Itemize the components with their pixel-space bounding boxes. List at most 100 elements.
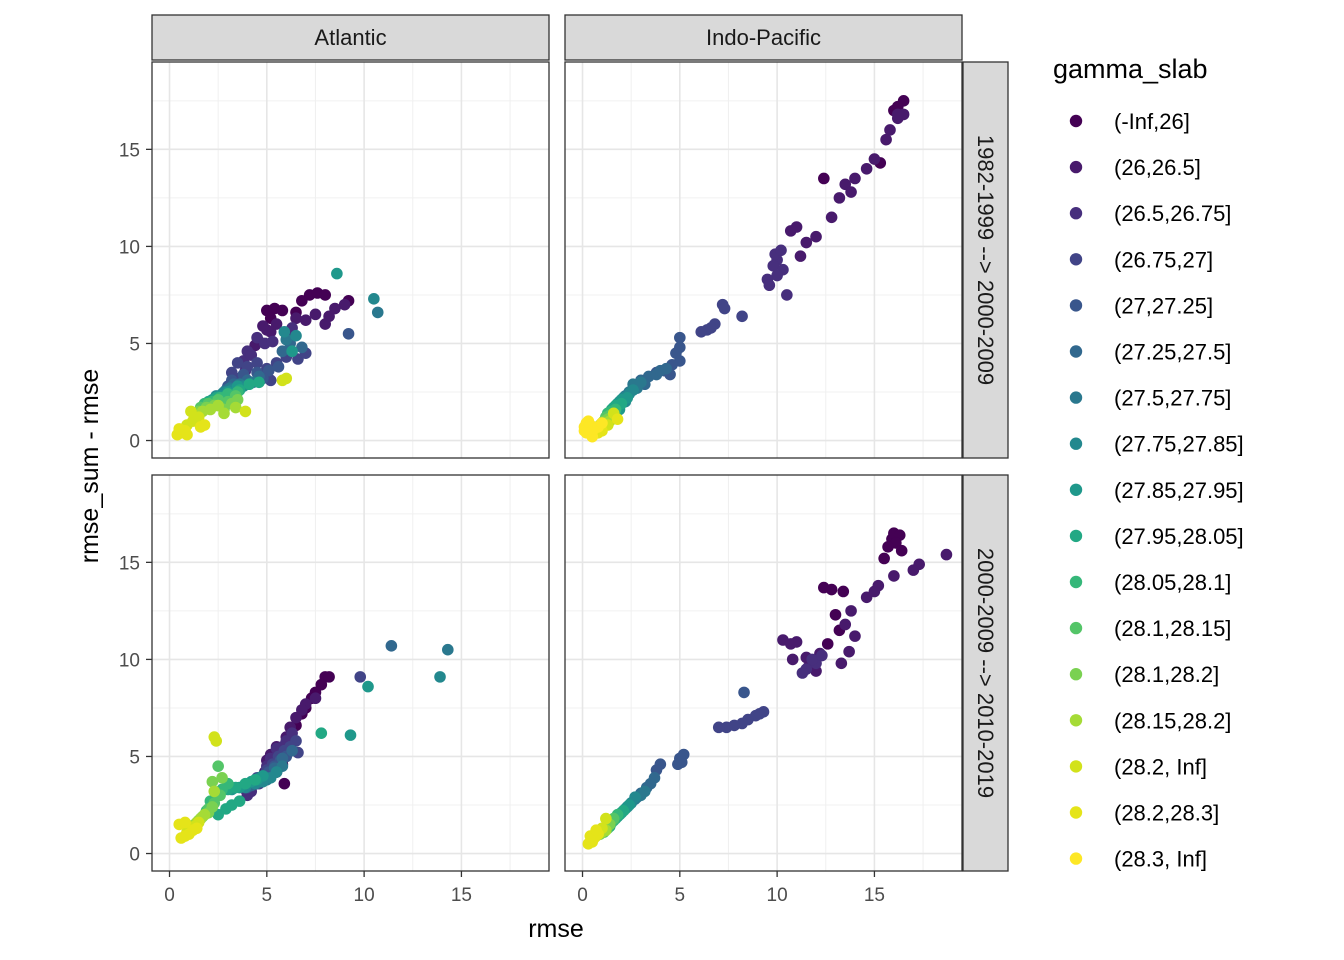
legend-swatch xyxy=(1069,668,1083,681)
x-tick-label: 0 xyxy=(164,885,175,906)
data-point xyxy=(290,711,302,724)
data-point xyxy=(371,306,384,319)
data-point xyxy=(781,289,793,301)
data-point xyxy=(695,326,708,338)
legend-swatch xyxy=(1069,160,1083,174)
data-point xyxy=(239,405,252,418)
legend-swatch xyxy=(1069,345,1083,358)
column-strip-atlantic: Atlantic xyxy=(151,14,550,61)
legend-items: (-Inf,26] (26,26.5] (26.5,26.75] (26.75,27]… xyxy=(1069,109,1244,872)
data-point xyxy=(718,302,731,315)
data-point xyxy=(181,428,193,441)
data-point xyxy=(878,552,890,565)
legend-item: (27.5,27.75] xyxy=(1069,386,1231,411)
data-point xyxy=(323,671,335,683)
panel-atlantic-row-1 xyxy=(151,61,550,459)
legend: gamma_slab (-Inf,26] (26,26.5] (26.5,26.75… xyxy=(1053,54,1244,872)
legend-label: (28.1,28.2] xyxy=(1114,662,1219,687)
data-point xyxy=(175,832,187,844)
legend-item: (27.75,27.85] xyxy=(1069,432,1244,457)
y-tick-label: 15 xyxy=(119,553,140,574)
legend-label: (-Inf,26] xyxy=(1114,109,1190,134)
panel-indo-pacific-row-2 xyxy=(564,474,963,872)
y-tick-label: 0 xyxy=(129,845,140,866)
data-point xyxy=(635,376,647,389)
data-point xyxy=(582,838,595,850)
data-point xyxy=(296,341,308,354)
data-point xyxy=(806,653,818,666)
strip-label-atlantic: Atlantic xyxy=(314,25,386,50)
data-point xyxy=(794,250,807,262)
x-tick-label: 0 xyxy=(577,885,588,906)
data-point xyxy=(818,172,830,185)
x-tick-label: 10 xyxy=(354,885,375,906)
legend-label: (27.95,28.05] xyxy=(1114,524,1244,549)
row-strip-2000-2019: 2000-2009 --> 2010-2019 xyxy=(962,474,1009,872)
legend-swatch xyxy=(1069,437,1083,450)
legend-label: (28.2,28.3] xyxy=(1114,801,1219,826)
data-point xyxy=(290,329,302,342)
legend-item: (28.1,28.2] xyxy=(1069,662,1219,687)
legend-label: (28.2, Inf] xyxy=(1114,754,1207,779)
data-point xyxy=(843,645,855,658)
y-tick-label: 15 xyxy=(119,140,140,161)
data-point xyxy=(771,269,783,282)
data-point xyxy=(796,667,809,679)
legend-label: (27.75,27.85] xyxy=(1114,432,1244,457)
y-tick-label: 10 xyxy=(119,237,140,258)
data-point xyxy=(860,591,873,604)
data-point xyxy=(264,326,277,338)
y-axis-title: rmse_sum - rmse xyxy=(76,369,104,563)
data-point xyxy=(276,345,289,358)
legend-item: (27,27.25] xyxy=(1069,293,1213,318)
panel-atlantic-row-2 xyxy=(151,474,550,872)
data-point xyxy=(253,376,265,389)
y-tick-label: 0 xyxy=(129,432,140,453)
data-point xyxy=(790,636,803,648)
data-point xyxy=(907,564,920,576)
x-tick-label: 15 xyxy=(451,885,472,906)
data-point xyxy=(821,638,834,650)
x-tick-label: 5 xyxy=(675,885,686,906)
legend-item: (27.95,28.05] xyxy=(1069,524,1244,549)
data-point xyxy=(675,756,688,769)
data-point xyxy=(331,267,343,280)
legend-label: (28.05,28.1] xyxy=(1114,570,1231,595)
strip-label-row-2: 2000-2009 --> 2010-2019 xyxy=(973,548,998,798)
y-axis-ticks: 0 5 10 15 0 5 10 15 xyxy=(119,140,152,866)
data-point xyxy=(736,310,748,323)
data-point xyxy=(216,772,228,784)
legend-swatch xyxy=(1069,207,1083,220)
legend-item: (28.2,28.3] xyxy=(1069,801,1219,826)
data-point xyxy=(860,162,873,175)
strip-label-row-1: 1982-1999 --> 2000-2009 xyxy=(973,135,998,385)
legend-label: (28.1,28.15] xyxy=(1114,616,1231,641)
data-point xyxy=(895,544,908,557)
data-point xyxy=(596,417,608,429)
x-tick-label: 15 xyxy=(864,885,885,906)
legend-swatch xyxy=(1069,621,1083,635)
data-point xyxy=(229,401,242,414)
data-point xyxy=(712,721,725,734)
data-point xyxy=(940,548,953,561)
panel-border xyxy=(151,61,550,459)
data-point xyxy=(354,671,367,683)
data-point xyxy=(884,124,896,136)
data-point xyxy=(315,727,328,739)
data-point xyxy=(309,692,322,705)
data-point xyxy=(835,657,848,670)
legend-swatch xyxy=(1069,114,1083,128)
legend-item: (28.1,28.15] xyxy=(1069,616,1231,641)
data-point xyxy=(880,133,892,146)
legend-swatch xyxy=(1069,852,1083,865)
data-point xyxy=(674,331,686,344)
data-point xyxy=(299,314,312,326)
data-point xyxy=(839,618,852,631)
data-point xyxy=(319,289,332,301)
legend-label: (26,26.5] xyxy=(1114,155,1201,180)
data-point xyxy=(786,653,799,666)
legend-label: (27.85,27.95] xyxy=(1114,478,1244,503)
panel-indo-pacific-row-1 xyxy=(564,61,963,459)
legend-item: (-Inf,26] xyxy=(1069,109,1190,134)
data-point xyxy=(882,541,894,553)
